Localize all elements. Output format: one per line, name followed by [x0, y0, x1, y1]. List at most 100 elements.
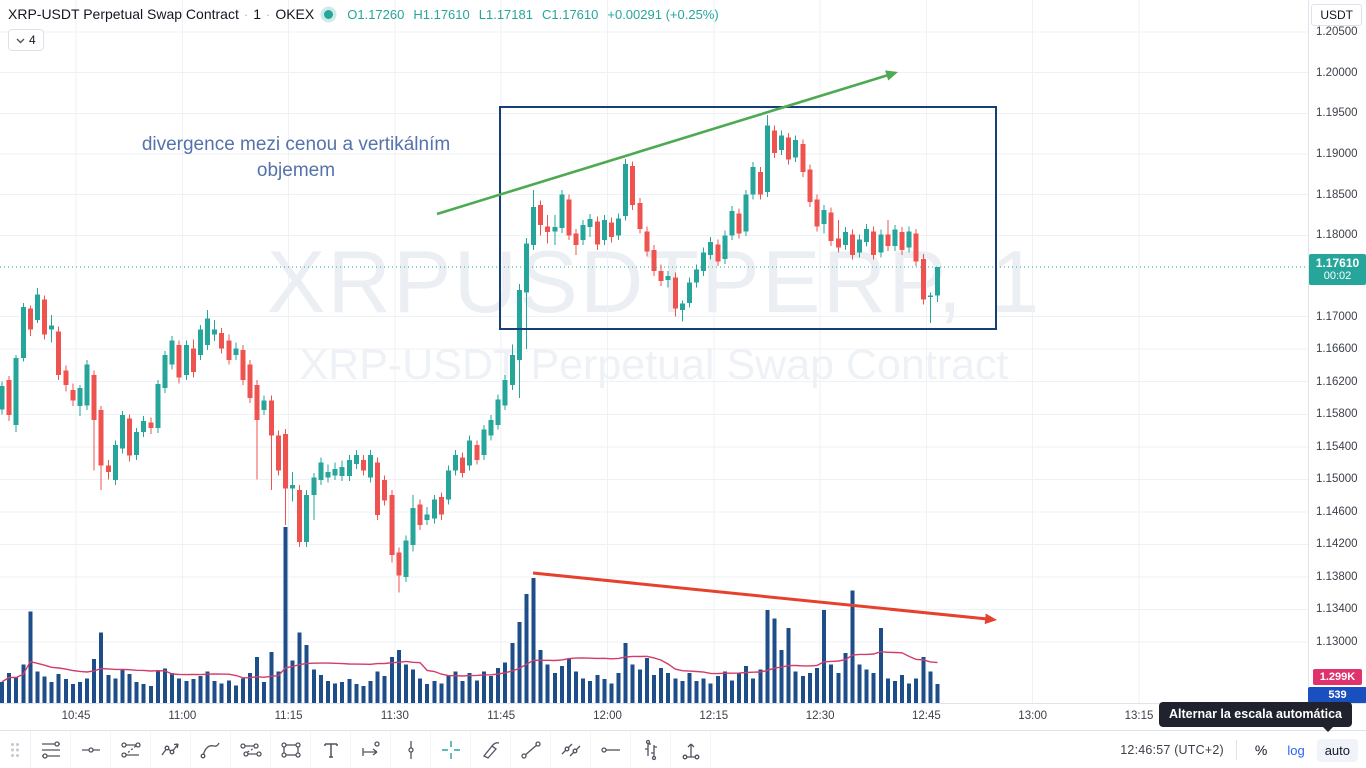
time-axis-label: 11:00 [168, 710, 197, 722]
bars-pattern-tool[interactable] [631, 731, 671, 768]
price-range-tool[interactable] [671, 731, 711, 768]
brush-tool[interactable] [471, 731, 511, 768]
brush-icon [479, 738, 503, 762]
chart-pane[interactable]: XRPUSDTPERP, 1 XRP-USDT Perpetual Swap C… [0, 0, 1308, 703]
separator: · [243, 6, 249, 22]
disjoint-channel-tool[interactable] [231, 731, 271, 768]
chart-canvas[interactable] [0, 0, 1308, 703]
close-value: 1.17610 [551, 6, 599, 22]
price-axis-label: 1.16200 [1316, 375, 1358, 388]
horizontal-ray-tool[interactable] [591, 731, 631, 768]
time-axis-label: 11:45 [487, 710, 516, 722]
highlight-rectangle[interactable] [499, 106, 997, 330]
high-value: 1.17610 [422, 6, 470, 22]
time-axis-label: 11:15 [274, 710, 303, 722]
last-price-value: 1.17610 [1315, 256, 1360, 270]
candlestick-series [0, 114, 940, 593]
time-axis-label: 13:00 [1018, 710, 1048, 722]
annotation-line1: divergence mezi cenou a vertikálním [141, 134, 451, 155]
price-axis-label: 1.13800 [1316, 570, 1358, 583]
price-axis-label: 1.14200 [1316, 538, 1358, 551]
time-axis-label: 12:15 [699, 710, 729, 722]
price-axis-label: 1.15000 [1316, 473, 1358, 486]
horizontal-ray-icon [599, 738, 623, 762]
price-range-icon [679, 738, 703, 762]
log-scale-button[interactable]: log [1287, 742, 1305, 758]
legend: XRP-USDT Perpetual Swap Contract · 1 · O… [8, 6, 719, 51]
price-axis-label: 1.13000 [1316, 635, 1358, 648]
drawing-toolbar: 12:46:57 (UTC+2) % log auto [0, 730, 1366, 768]
horizontal-arrow-icon [359, 738, 383, 762]
horizontal-arrow-tool[interactable] [351, 731, 391, 768]
separator: · [265, 6, 271, 22]
trend-arrow-down[interactable] [532, 571, 997, 625]
trend-line-icon [519, 738, 543, 762]
chevron-down-icon [16, 38, 25, 43]
vertical-line-tool[interactable] [391, 731, 431, 768]
text-icon [319, 738, 343, 762]
cross-line-tool[interactable] [431, 731, 471, 768]
tooltip-arrow [1322, 726, 1334, 732]
time-axis[interactable]: 10:45 11:00 11:15 11:30 11:45 12:00 12:15 12:30… [0, 703, 1366, 731]
trend-line-tool[interactable] [511, 731, 551, 768]
cross-line-icon [439, 738, 463, 762]
tooltip-text: Alternar la escala automática [1169, 707, 1342, 721]
change-value: +0.00291 (+0.25%) [607, 6, 719, 22]
horizontal-line-set-tool[interactable] [31, 731, 71, 768]
currency-button[interactable]: USDT [1311, 4, 1362, 26]
price-axis[interactable]: USDT 1.20500 1.20000 1.19500 1.19000 1.18500… [1308, 0, 1366, 703]
rectangle-icon [279, 738, 303, 762]
price-axis-label: 1.20500 [1316, 26, 1358, 38]
open-label: O [347, 6, 358, 22]
symbol-title[interactable]: XRP-USDT Perpetual Swap Contract [8, 6, 239, 22]
vertical-line-icon [399, 738, 423, 762]
interval-label[interactable]: 1 [253, 6, 261, 22]
indicator-count: 4 [29, 33, 36, 47]
parallel-channel-icon [119, 738, 143, 762]
favorites-drag-handle[interactable] [0, 731, 31, 768]
high-label: H [413, 6, 423, 22]
percent-scale-button[interactable]: % [1254, 742, 1268, 758]
annotation-text[interactable]: divergence mezi cenou a vertikálním obje… [100, 132, 492, 183]
parallel-channel-tool[interactable] [111, 731, 151, 768]
annotation-line2: objemem [256, 159, 336, 181]
low-value: 1.17181 [485, 6, 533, 22]
volume-histogram [0, 526, 940, 703]
favorites-drag-handle-icon [10, 742, 20, 758]
zigzag-arrow-tool[interactable] [151, 731, 191, 768]
clock[interactable]: 12:46:57 (UTC+2) [1120, 743, 1224, 757]
time-axis-label: 11:30 [380, 710, 409, 722]
parallel-lines-tool[interactable] [551, 731, 591, 768]
rectangle-tool[interactable] [271, 731, 311, 768]
disjoint-channel-icon [239, 738, 263, 762]
tooltip-auto-scale: Alternar la escala automática [1159, 702, 1352, 732]
exchange-label[interactable]: OKEX [275, 6, 315, 22]
curve-tool[interactable] [191, 731, 231, 768]
price-axis-label: 1.17000 [1316, 310, 1358, 323]
price-axis-label: 1.18000 [1316, 229, 1358, 242]
text-tool[interactable] [311, 731, 351, 768]
volume-ma-line[interactable] [1, 650, 938, 683]
parallel-lines-icon [559, 738, 583, 762]
price-axis-label: 1.16600 [1316, 343, 1358, 356]
price-axis-label: 1.13400 [1316, 603, 1358, 616]
horizontal-line-set-icon [39, 738, 63, 762]
trend-arrow-up[interactable] [436, 70, 898, 216]
price-axis-label: 1.19000 [1316, 147, 1358, 160]
price-axis-label: 1.14600 [1316, 505, 1358, 518]
horizontal-line-tool[interactable] [71, 731, 111, 768]
divider [1235, 740, 1237, 760]
price-axis-label: 1.20000 [1316, 66, 1358, 79]
curve-icon [199, 738, 223, 762]
low-label: L [478, 6, 486, 22]
time-axis-label: 10:45 [61, 710, 91, 722]
indicators-collapse-button[interactable]: 4 [8, 29, 44, 51]
status-bar: 12:46:57 (UTC+2) % log auto [1120, 731, 1358, 768]
last-price-badge: 1.17610 00:02 [1309, 254, 1366, 285]
auto-scale-button[interactable]: auto [1316, 738, 1358, 762]
market-status-icon[interactable] [324, 9, 334, 19]
open-value: 1.17260 [357, 6, 405, 22]
bar-countdown: 00:02 [1323, 270, 1352, 282]
price-axis-label: 1.18500 [1316, 188, 1358, 201]
time-axis-label: 12:00 [593, 710, 622, 722]
